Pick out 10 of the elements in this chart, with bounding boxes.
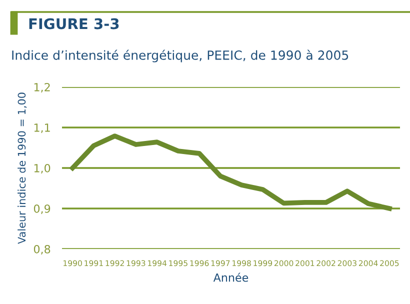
y-tick-label: 1,1 <box>34 124 50 134</box>
y-axis-title: Valeur indice de 1990 = 1,00 <box>18 92 27 244</box>
y-tick-label: 0,8 <box>34 244 50 255</box>
chart-title: FIGURE 3-3 <box>29 18 119 30</box>
y-tick-label: 0,9 <box>34 204 50 214</box>
chart-subtitle: Indice d’intensité énergétique, PEEIC, de 1990 à 2005 <box>12 50 348 62</box>
line-series <box>70 134 392 211</box>
x-axis-title: Année <box>213 272 248 282</box>
y-tick-label: 1,2 <box>34 82 50 93</box>
y-tick-label: 1,0 <box>34 164 50 174</box>
